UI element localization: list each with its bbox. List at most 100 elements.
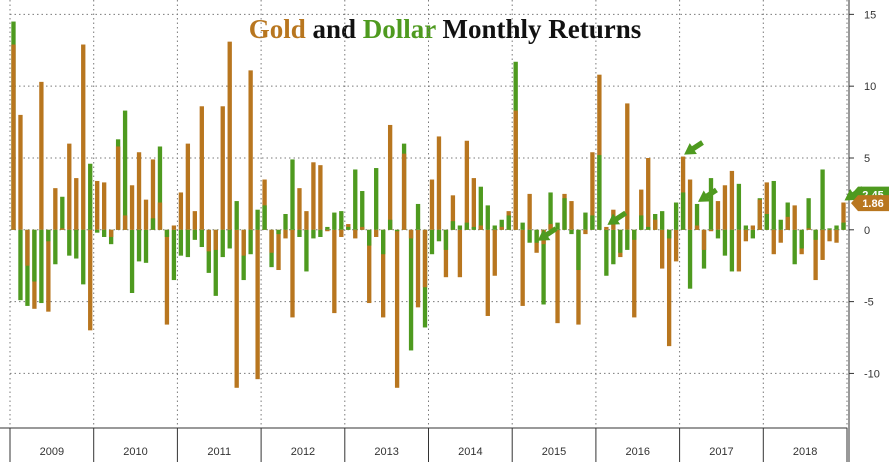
gold-bar — [687, 179, 693, 230]
highlight-arrow — [698, 187, 718, 202]
gold-bar — [53, 188, 58, 230]
dollar-bar — [290, 159, 295, 230]
dollar-bar — [597, 155, 602, 230]
dollar-bar — [394, 229, 400, 232]
dollar-bar — [60, 196, 65, 230]
gold-bar — [11, 44, 16, 230]
year-label: 2017 — [709, 446, 733, 458]
gold-bar — [122, 215, 128, 230]
gold-bar — [478, 225, 483, 230]
gold-bar — [136, 152, 142, 230]
dollar-bar — [415, 203, 421, 230]
dollar-bar — [129, 229, 135, 293]
gold-bar — [436, 136, 442, 230]
gold-bar — [25, 229, 30, 266]
gold-bar — [673, 229, 679, 262]
dollar-bar — [771, 180, 776, 230]
gold-bar — [332, 229, 337, 314]
gold-bar — [499, 226, 504, 230]
gold-bar — [422, 229, 428, 288]
dollar-bar — [534, 229, 539, 243]
year-label: 2014 — [458, 446, 482, 458]
dollar-bar — [604, 229, 609, 276]
dollar-bar — [499, 219, 504, 230]
dollar-bar — [457, 225, 463, 230]
gold-bar — [653, 219, 658, 230]
dollar-bar — [311, 229, 316, 239]
dollar-bar — [157, 146, 163, 230]
gold-bar — [778, 229, 783, 243]
dollar-bar — [150, 218, 156, 230]
dollar-bar — [276, 229, 281, 235]
gold-bar — [827, 229, 832, 242]
dollar-bar — [122, 110, 128, 230]
dollar-bar — [576, 229, 581, 271]
gold-bar — [604, 226, 609, 230]
dollar-bar — [520, 222, 525, 230]
gold-bar — [785, 216, 790, 230]
gold-bar — [806, 228, 811, 230]
gold-bar — [520, 229, 525, 306]
gold-bar — [450, 195, 456, 230]
gold-bar — [708, 229, 714, 232]
dollar-bar — [813, 229, 818, 240]
gold-bar — [597, 74, 602, 230]
gold-bar — [255, 229, 260, 380]
gold-bar — [834, 229, 839, 243]
dollar-bar — [18, 229, 23, 301]
dollar-bar — [743, 225, 749, 230]
dollar-bar — [673, 202, 679, 230]
gold-bar — [241, 229, 246, 256]
gold-bar — [129, 185, 135, 230]
gold-bar — [164, 229, 170, 325]
gold-bar — [408, 229, 414, 239]
dollar-bar — [806, 198, 811, 230]
dollar-bar — [827, 228, 832, 230]
dollar-bar — [213, 229, 218, 296]
dollar-bar — [25, 229, 30, 306]
year-label: 2016 — [626, 446, 650, 458]
gold-bar — [95, 180, 100, 230]
dollar-bar — [694, 203, 700, 230]
gold-bar — [757, 199, 762, 230]
dollar-bar — [555, 222, 560, 230]
dollar-bar — [715, 229, 721, 239]
dollar-bar — [339, 211, 344, 230]
dollar-bar — [569, 229, 574, 235]
gold-bar — [387, 124, 393, 230]
dollar-bar — [590, 215, 595, 230]
gold-bar — [792, 205, 797, 230]
gold-bar — [220, 106, 225, 230]
dollar-bar — [234, 201, 239, 230]
dollar-bar — [625, 229, 630, 250]
dollar-bar — [506, 215, 511, 230]
gold-bar — [269, 229, 274, 253]
gold-bar — [457, 229, 463, 278]
y-tick-label: 5 — [864, 153, 870, 165]
dollar-bar — [639, 215, 644, 230]
gold-bar — [394, 229, 400, 388]
dollar-bar — [841, 222, 846, 230]
gold-bar — [283, 229, 288, 239]
year-label: 2018 — [793, 446, 817, 458]
dollar-bar — [450, 221, 456, 230]
gold-bar — [555, 229, 560, 324]
dollar-bar — [799, 229, 804, 249]
gold-bar — [325, 229, 330, 232]
dollar-bar — [32, 229, 37, 282]
gold-bar — [234, 229, 239, 388]
dollar-bar — [492, 225, 497, 230]
gold-bar — [820, 229, 825, 260]
gold-bar — [88, 229, 93, 331]
dollar-bar — [562, 198, 567, 230]
gold-bar — [722, 185, 728, 230]
dollar-bar — [367, 229, 372, 246]
dollar-bar — [332, 212, 337, 230]
dollar-bar — [485, 205, 490, 230]
gold-bar — [290, 229, 295, 318]
dollar-bar — [381, 229, 386, 255]
gold-bar — [548, 224, 553, 230]
dollar-bar — [722, 229, 728, 256]
gold-bar — [583, 229, 588, 235]
gold-bar — [213, 229, 218, 250]
